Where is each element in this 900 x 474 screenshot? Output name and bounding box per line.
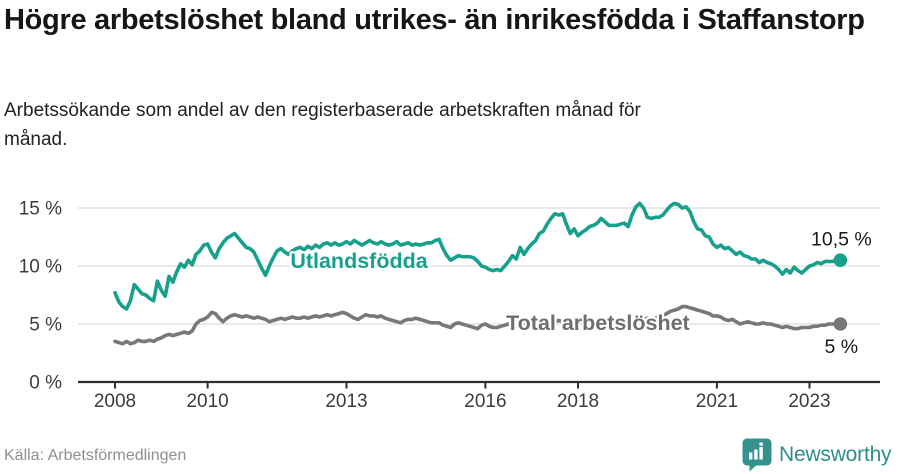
series-line-utlandsf-dda <box>113 201 843 311</box>
x-axis-tick-label: 2021 <box>696 391 738 412</box>
newsworthy-icon <box>742 438 772 472</box>
series-end-value-total-arbetsl-shet: 5 % <box>825 336 859 358</box>
y-axis-tick-label: 15 % <box>19 199 62 220</box>
series-label-utlandsf-dda: Utlandsfödda <box>290 249 428 273</box>
y-axis-tick-label: 10 % <box>19 257 62 278</box>
y-axis-tick-label: 0 % <box>29 373 62 394</box>
bar-chart-glyph <box>749 442 763 460</box>
x-axis-tick-label: 2023 <box>788 391 830 412</box>
x-axis-tick-label: 2010 <box>186 391 228 412</box>
series-end-dot-utlandsf-dda <box>833 253 848 267</box>
series-line-total-arbetsl-shet <box>113 304 843 346</box>
x-axis-tick-label: 2013 <box>325 391 367 412</box>
page-subtitle: Arbetssökande som andel av den registerb… <box>4 100 641 150</box>
x-axis-tick-label: 2018 <box>557 391 599 412</box>
axis-layer: 2008 2010 2013 2016 2018 2021 2023 <box>78 380 880 412</box>
line-chart: 0 %5 %10 %15 % 2008 2010 2013 2016 2018 2021 2… <box>19 199 880 412</box>
source-note: Källa: Arbetsförmedlingen <box>4 447 187 464</box>
series-layer <box>113 201 848 346</box>
x-axis-tick-label: 2016 <box>464 391 506 412</box>
page-title: Högre arbetslöshet bland utrikes- än inr… <box>4 4 865 36</box>
annotation-layer: Total arbetslöshet 5 % Utlandsfödda 10,5 % <box>288 229 872 358</box>
y-axis-tick-label: 5 % <box>29 315 62 336</box>
series-end-value-utlandsf-dda: 10,5 % <box>811 229 872 251</box>
series-label-total-arbetsl-shet: Total arbetslöshet <box>506 311 690 335</box>
brand-name: Newsworthy <box>779 443 892 466</box>
x-axis-tick-label: 2008 <box>94 391 136 412</box>
series-end-dot-total-arbetsl-shet <box>833 317 848 331</box>
brand-logo[interactable]: Newsworthy <box>742 438 898 472</box>
grid-layer: 0 % 5 % 10 % 15 % <box>19 199 880 394</box>
